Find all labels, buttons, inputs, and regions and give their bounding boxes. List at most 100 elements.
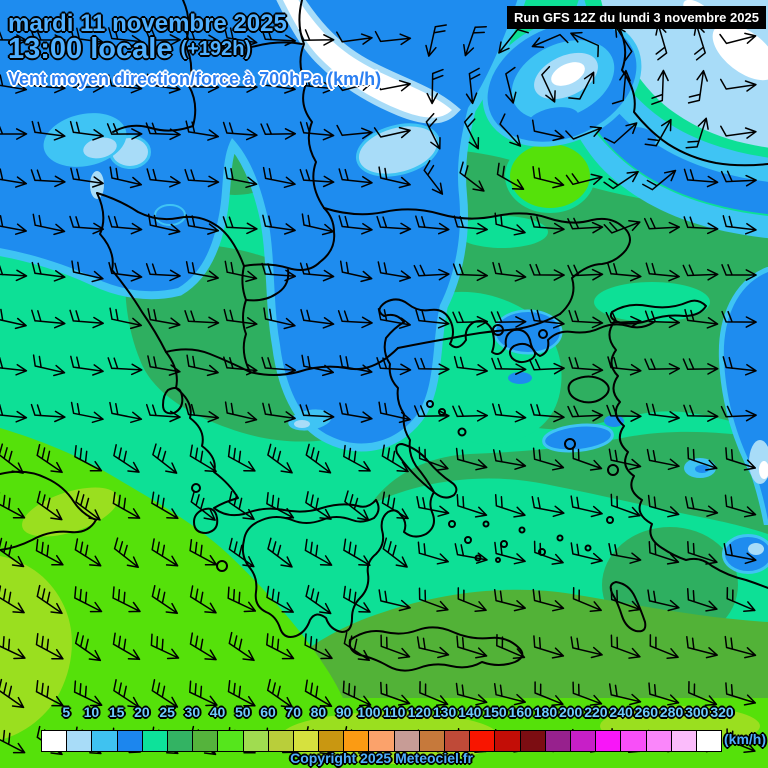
forecast-offset: (+192h) (180, 38, 252, 60)
legend-value: 180 (533, 704, 558, 720)
wind-arrow (380, 681, 411, 706)
wind-arrow (644, 310, 681, 329)
wind-arrow (572, 681, 603, 706)
border-path (203, 41, 303, 50)
legend-value: 40 (209, 704, 226, 720)
wind-arrow (107, 74, 143, 94)
wind-arrow (491, 357, 527, 375)
legend-color-cell (545, 731, 571, 751)
wind-arrow (266, 633, 295, 660)
wind-arrow (343, 585, 371, 613)
wind-arrow (415, 309, 450, 329)
wind-arrow (343, 444, 371, 472)
legend-value: 220 (584, 704, 608, 720)
wind-arrow (649, 634, 679, 659)
wind-arrow (568, 356, 604, 376)
border-path (323, 207, 631, 241)
wind-arrow (74, 444, 103, 472)
legend-value: 25 (159, 704, 175, 720)
wind-arrow (74, 631, 102, 662)
wind-arrow (418, 587, 449, 612)
wind-arrow (70, 355, 104, 376)
border-path (567, 375, 610, 404)
wind-arrow (719, 32, 757, 45)
wind-arrow (610, 634, 641, 659)
wind-arrow (455, 447, 488, 471)
model-run-info-box: Run GFS 12Z du lundi 3 novembre 2025 (507, 6, 766, 29)
border-path (617, 25, 768, 167)
legend-color-cell (92, 731, 118, 751)
wind-arrow (645, 262, 680, 282)
border-path (559, 239, 631, 315)
wind-arrow (70, 26, 104, 47)
wind-arrow (263, 307, 296, 330)
wind-arrow (572, 587, 602, 613)
legend-color-cell (319, 731, 345, 751)
wind-arrow (0, 636, 26, 660)
island-outline (464, 536, 472, 544)
wind-arrow (605, 311, 642, 328)
wind-arrow (106, 123, 143, 140)
wind-speed-colorbar (41, 730, 722, 752)
wind-arrow (223, 356, 258, 376)
wind-arrow (228, 490, 255, 521)
wind-arrow (189, 680, 218, 707)
wind-arrow (651, 69, 669, 105)
legend-color-cell (394, 731, 420, 751)
wind-arrow (189, 585, 217, 614)
wind-arrow (150, 633, 180, 660)
wind-arrow (223, 308, 258, 329)
island-outline (538, 329, 548, 339)
wind-arrow (607, 356, 642, 376)
wind-arrow (300, 74, 335, 94)
wind-arrow (682, 264, 719, 281)
wind-arrow (643, 217, 681, 234)
wind-arrow (75, 490, 101, 521)
wind-arrow (0, 264, 28, 282)
wind-arrow (152, 443, 178, 474)
island-outline (457, 427, 467, 437)
island-outline (495, 557, 501, 563)
wind-arrow (570, 542, 603, 565)
island-outline (448, 520, 456, 528)
wind-arrow (608, 448, 642, 471)
wind-arrow (266, 491, 295, 519)
wind-arrow (151, 491, 179, 520)
wind-arrow (147, 355, 181, 376)
wind-arrow (725, 682, 757, 706)
wind-arrow (338, 215, 373, 235)
wind-arrow (684, 308, 719, 329)
wind-arrow (69, 215, 105, 235)
wind-arrow (228, 537, 255, 568)
wind-arrow (423, 160, 444, 195)
wind-arrow (377, 308, 411, 329)
wind-arrow (227, 586, 257, 613)
island-outline (191, 483, 201, 493)
wind-arrow (644, 358, 681, 375)
wind-arrow (720, 170, 757, 187)
wind-arrow (301, 354, 335, 377)
forecast-time-label: 13:00 locale (8, 33, 173, 65)
legend-color-cell (520, 731, 546, 751)
wind-arrow (0, 729, 26, 754)
border-path (241, 265, 251, 373)
wind-arrow (338, 168, 373, 188)
wind-arrow (224, 401, 258, 424)
wind-arrow (725, 447, 757, 471)
island-outline (584, 544, 592, 552)
wind-arrow (31, 309, 66, 329)
wind-arrow (426, 68, 444, 105)
wind-arrow (73, 680, 103, 707)
wind-arrow (530, 403, 565, 423)
wind-arrow (494, 541, 526, 565)
wind-arrow (528, 358, 565, 375)
legend-color-cell (470, 731, 496, 751)
wind-arrow (339, 355, 373, 376)
wind-arrow (262, 166, 296, 189)
wind-arrow (490, 311, 527, 328)
wind-arrow (532, 588, 565, 612)
wind-arrow (419, 681, 449, 707)
wind-arrow (69, 120, 104, 141)
